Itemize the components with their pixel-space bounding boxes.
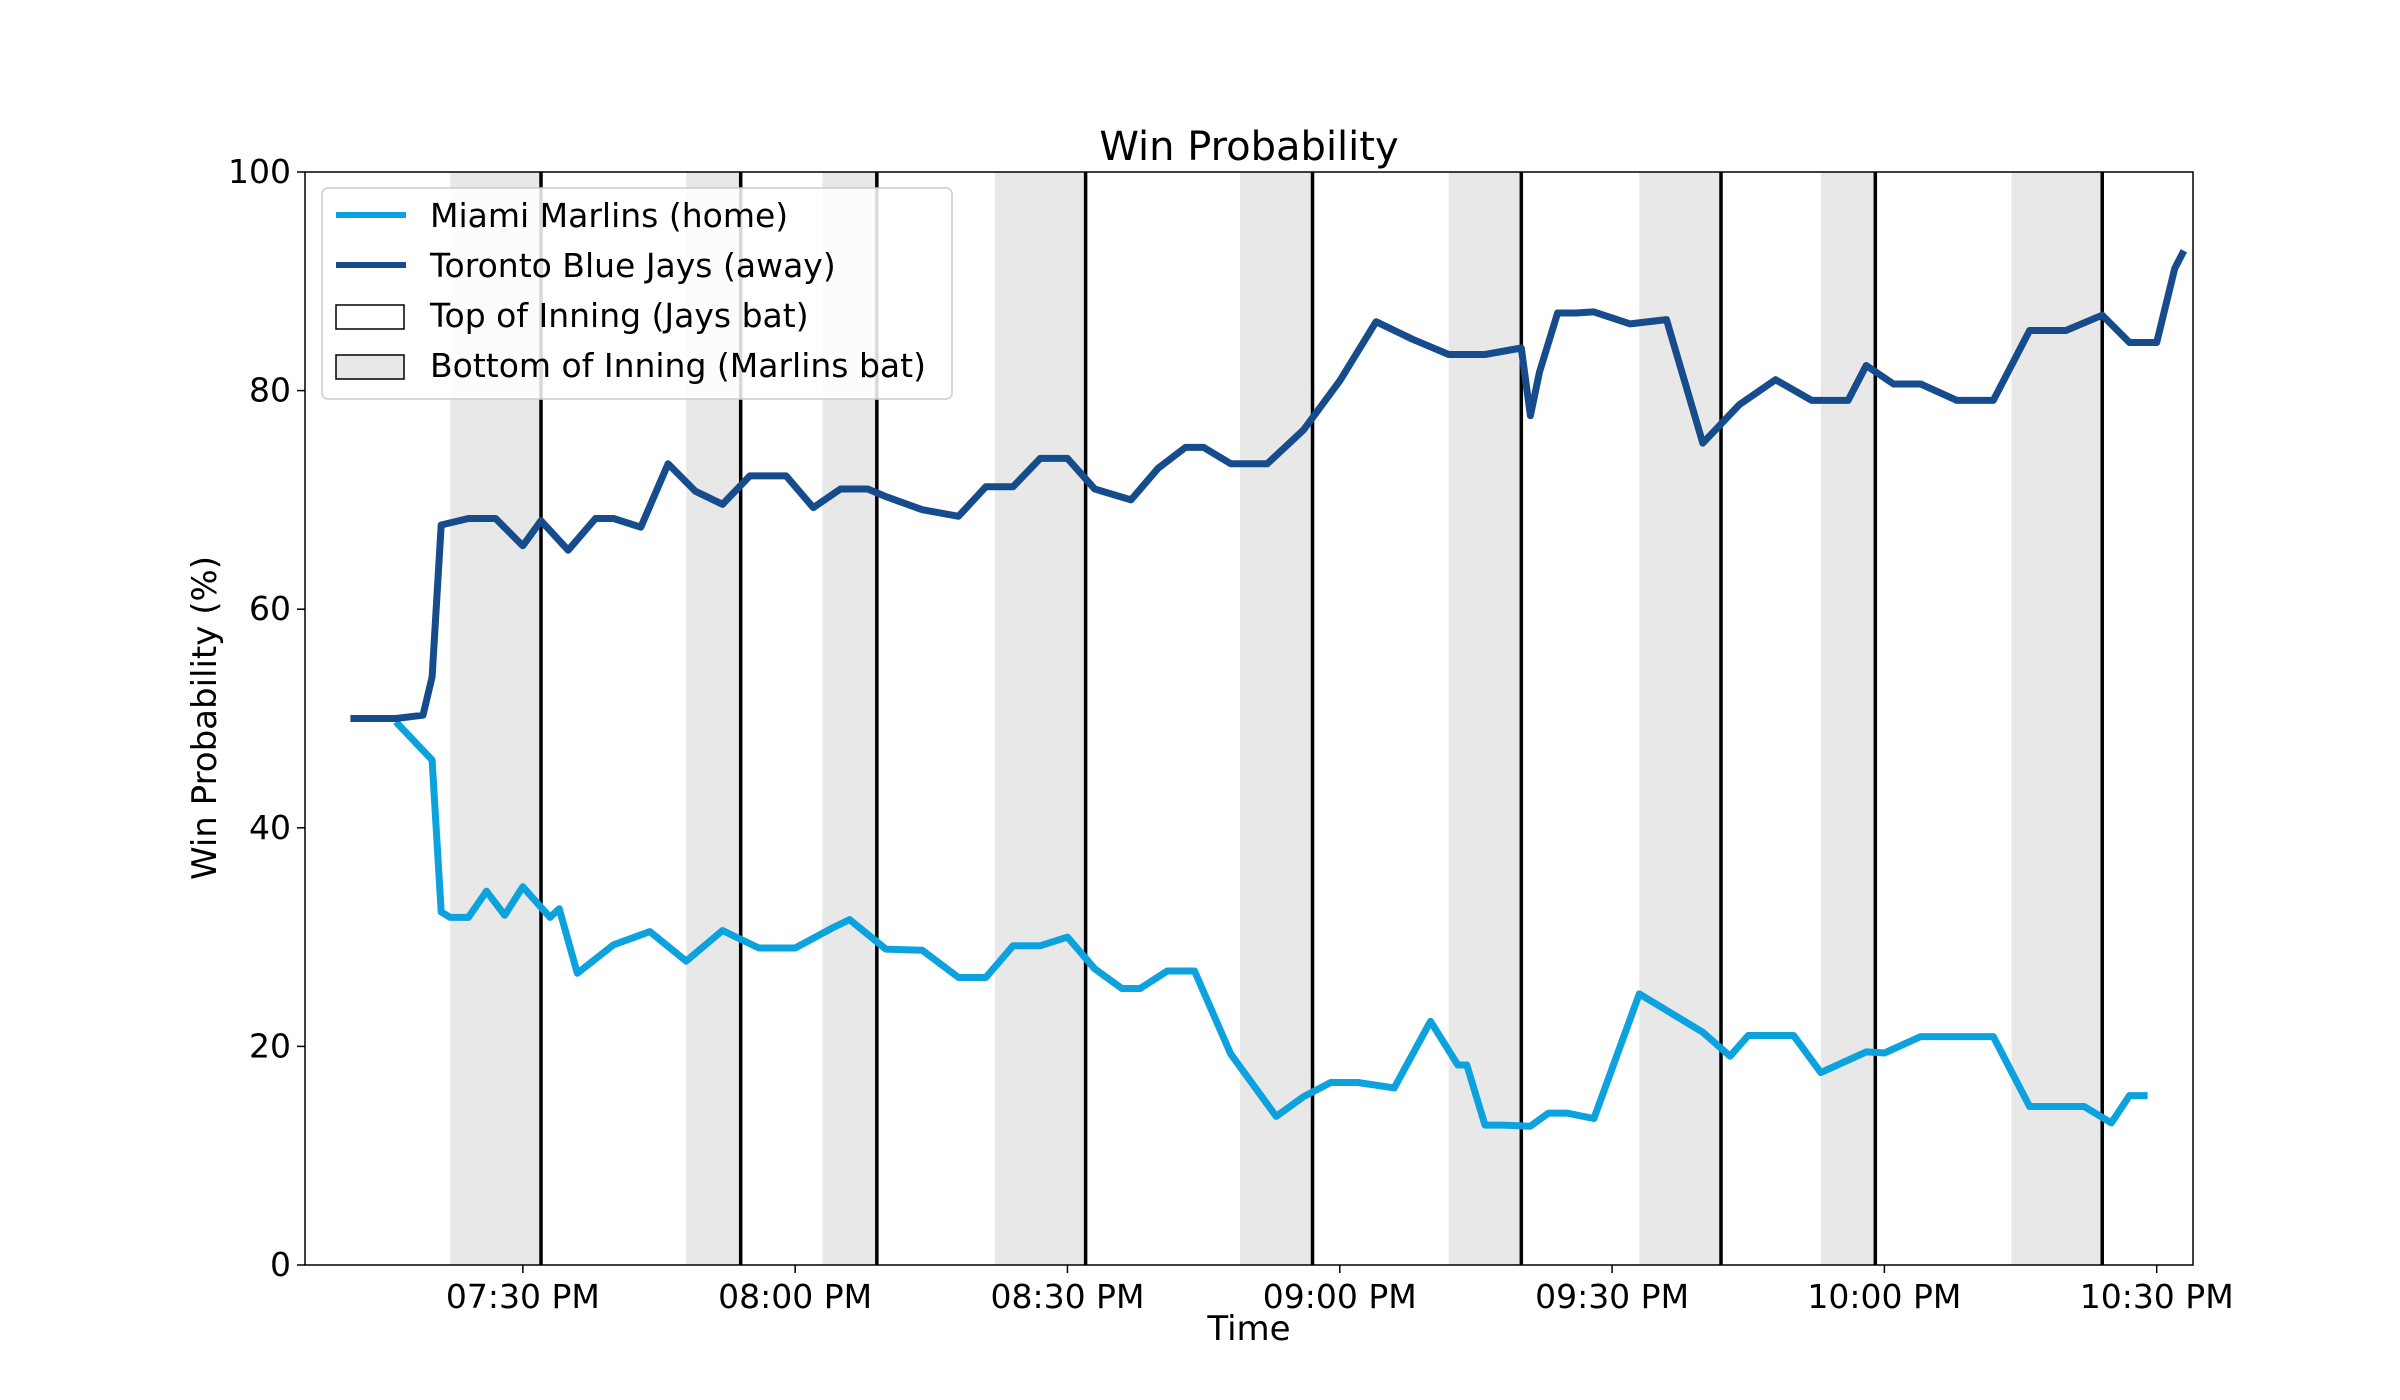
series-line-marlins [393,719,2148,1130]
x-tick-label: 08:30 PM [990,1277,1144,1316]
bottom-inning-band [994,172,1086,1265]
x-tick-label: 07:30 PM [446,1277,600,1316]
chart-title: Win Probability [1099,124,1398,170]
legend-top-inning-swatch [335,304,405,330]
legend-bottom-inning-label: Bottom of Inning (Marlins bat) [430,346,926,385]
y-tick-label: 40 [249,808,291,847]
x-axis-ticks: 07:30 PM 08:00 PM 08:30 PM 09:00 PM 09:30 PM… [446,1265,2234,1316]
x-tick-label: 10:30 PM [2080,1277,2234,1316]
bottom-inning-band [1639,172,1721,1265]
y-tick-label: 60 [249,589,291,628]
legend-bluejays-label: Toronto Blue Jays (away) [429,246,836,285]
x-axis-label: Time [1206,1309,1290,1349]
series-line-bluejays [350,249,2188,722]
y-tick-label: 80 [249,371,291,410]
series-layer [350,249,2188,1130]
x-tick-label: 10:00 PM [1807,1277,1961,1316]
legend-marlins-label: Miami Marlins (home) [430,196,788,235]
x-tick-label: 08:00 PM [718,1277,872,1316]
legend-bottom-inning-swatch [335,354,405,380]
y-tick-label: 0 [270,1245,291,1284]
legend: Miami Marlins (home) Toronto Blue Jays (… [321,187,953,400]
bottom-inning-band [2011,172,2103,1265]
x-tick-label: 09:00 PM [1263,1277,1417,1316]
y-tick-label: 20 [249,1026,291,1065]
x-tick-label: 09:30 PM [1535,1277,1689,1316]
plot-frame [304,171,2194,1266]
y-tick-label: 100 [228,152,291,191]
legend-top-inning-label: Top of Inning (Jays bat) [429,296,809,335]
bottom-inning-band [1820,172,1876,1265]
y-axis-label: Win Probability (%) [185,556,225,880]
bottom-inning-band [1448,172,1522,1265]
legend-frame [321,187,953,400]
y-axis-ticks: 0 20 40 60 80 100 [228,152,305,1284]
